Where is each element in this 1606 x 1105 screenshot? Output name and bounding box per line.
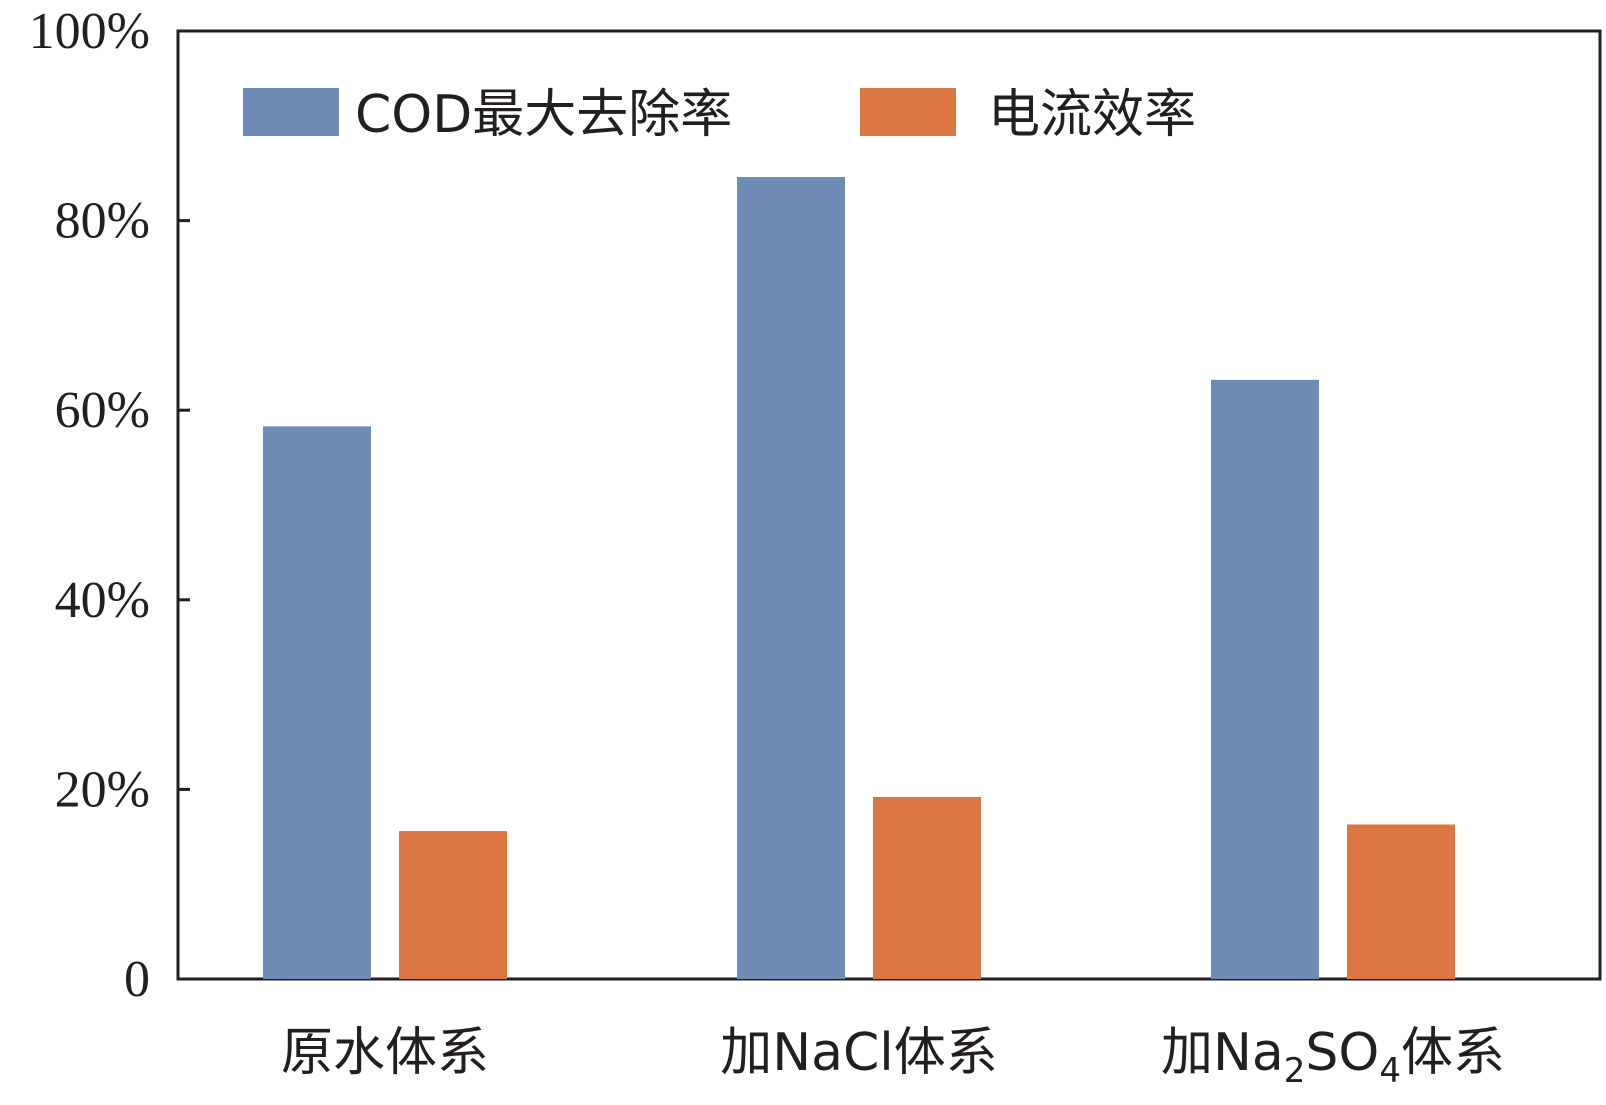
category-label: 加NaCl体系	[720, 1023, 998, 1083]
bar-group	[263, 176, 1455, 979]
bar-current-efficiency	[1347, 824, 1455, 979]
y-tick-label: 100%	[29, 3, 150, 60]
legend: COD最大去除率 电流效率	[243, 85, 1196, 145]
y-tick-label: 80%	[55, 193, 150, 250]
legend-swatch	[860, 88, 956, 136]
y-axis: 0 20% 40% 60% 80% 100%	[29, 3, 190, 1008]
x-axis-labels: 原水体系 加NaCl体系 加Na2SO4体系	[281, 1023, 1505, 1091]
category-label: 原水体系	[281, 1023, 489, 1083]
y-tick-label: 40%	[55, 572, 150, 629]
legend-label: 电流效率	[988, 85, 1196, 145]
legend-label: COD最大去除率	[355, 85, 732, 145]
legend-swatch	[243, 88, 339, 136]
bar-cod-removal	[1211, 379, 1319, 979]
y-tick-label: 0	[124, 951, 150, 1008]
bar-current-efficiency	[399, 831, 507, 979]
y-tick-label: 60%	[55, 382, 150, 439]
bar-cod-removal	[263, 426, 371, 979]
y-tick-label: 20%	[55, 761, 150, 818]
bar-cod-removal	[737, 176, 845, 979]
bar-current-efficiency	[873, 796, 981, 979]
category-label: 加Na2SO4体系	[1161, 1023, 1505, 1091]
